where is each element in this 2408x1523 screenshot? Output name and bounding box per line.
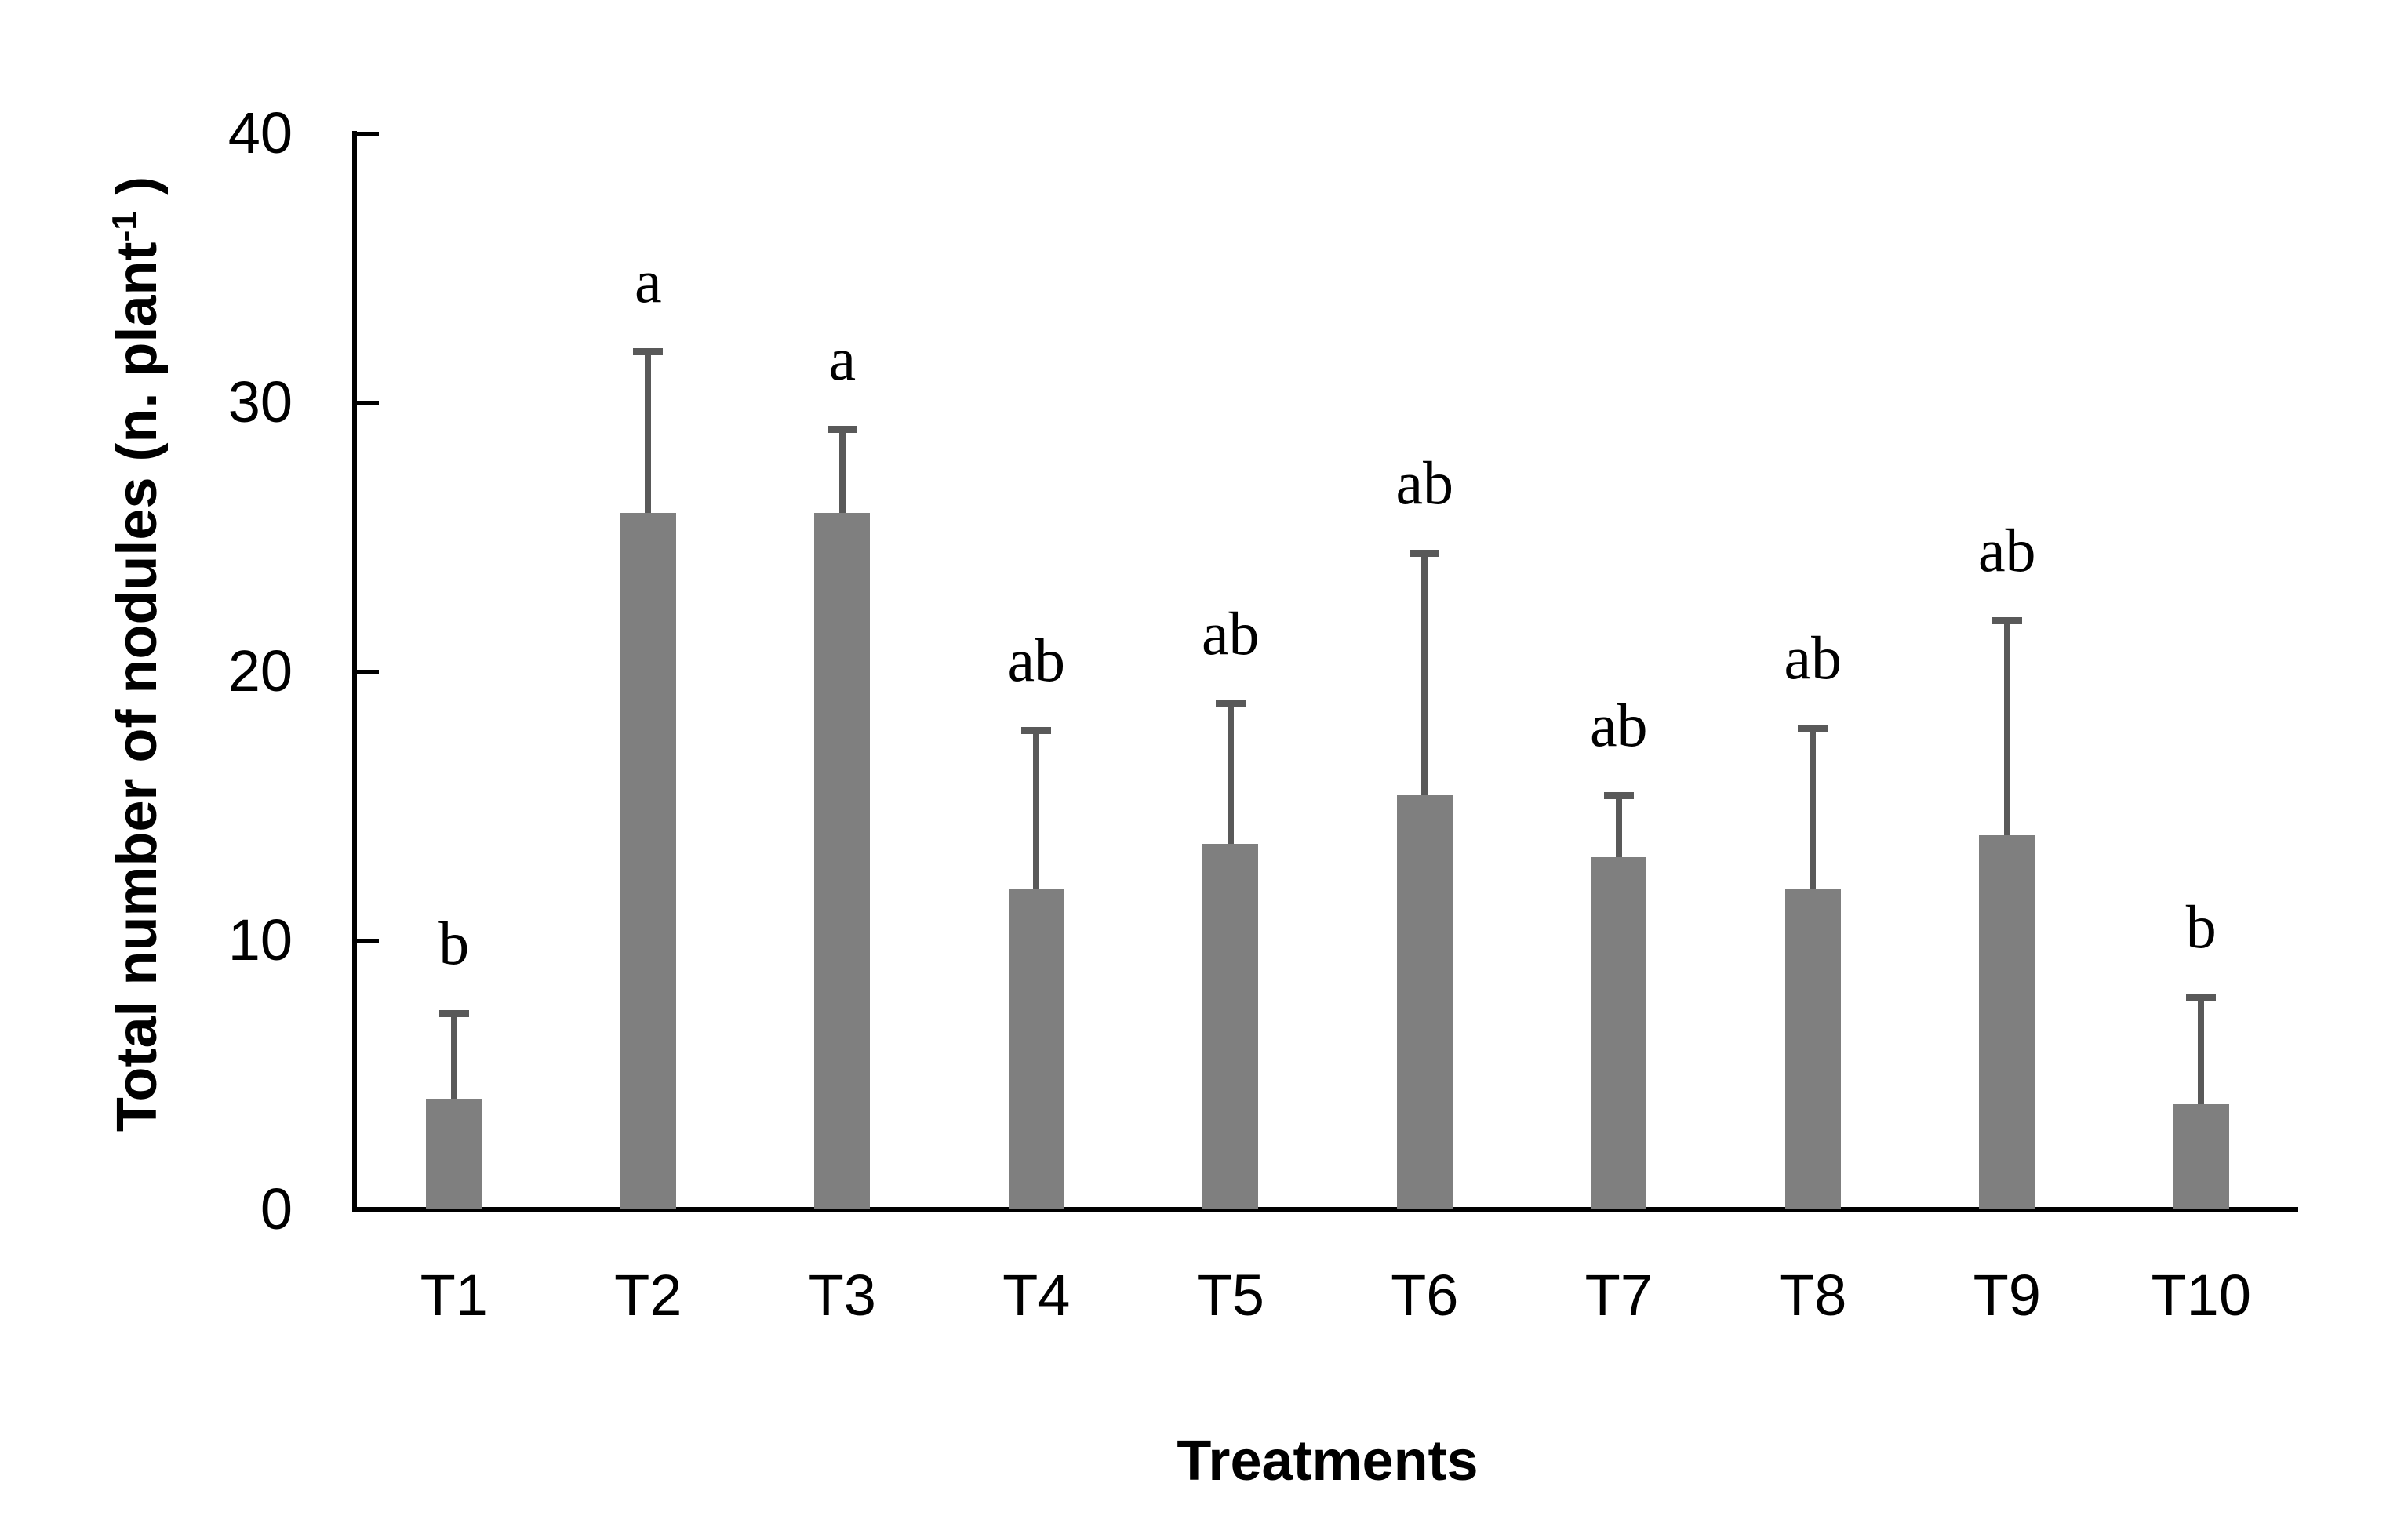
error-bar-stem-T6 (1421, 553, 1428, 795)
sig-letter-T4: ab (1007, 626, 1066, 695)
error-bar-cap-T10 (2186, 994, 2217, 1001)
sig-letter-T8: ab (1784, 623, 1842, 692)
error-bar-cap-T6 (1410, 550, 1440, 558)
sig-letter-T2: a (634, 246, 662, 315)
error-bar-stem-T7 (1615, 794, 1622, 857)
sig-letter-T7: ab (1589, 690, 1648, 759)
bar-T4 (1008, 889, 1064, 1209)
x-tick-label-T9: T9 (1973, 1263, 2041, 1328)
sig-letter-T10: b (2185, 892, 2217, 961)
sig-letter-T3: a (828, 325, 857, 394)
error-bar-stem-T2 (645, 351, 652, 513)
error-bar-stem-T5 (1227, 703, 1234, 844)
x-tick-label-T4: T4 (1002, 1263, 1071, 1328)
x-tick-label-T10: T10 (2151, 1263, 2251, 1328)
error-bar-stem-T3 (838, 429, 846, 513)
y-axis-title-close: ) (106, 176, 169, 211)
sig-letter-T1: b (438, 908, 470, 977)
error-bar-cap-T9 (1992, 616, 2022, 624)
error-bar-stem-T4 (1033, 730, 1040, 889)
y-tick-label-30: 30 (227, 369, 293, 434)
x-tick-label-T7: T7 (1584, 1263, 1653, 1328)
sig-letter-T6: ab (1395, 449, 1454, 518)
bar-T5 (1202, 843, 1259, 1209)
y-tick-label-10: 10 (227, 907, 293, 972)
y-tick-20 (357, 670, 379, 674)
error-bar-stem-T9 (2003, 620, 2010, 836)
error-bar-stem-T10 (2198, 997, 2205, 1105)
bar-T8 (1784, 889, 1841, 1209)
x-axis-line (352, 1207, 2298, 1212)
bar-T9 (1979, 835, 2035, 1209)
x-tick-label-T3: T3 (808, 1263, 876, 1328)
bar-T3 (814, 512, 871, 1209)
error-bar-stem-T1 (450, 1012, 457, 1100)
y-tick-30 (357, 401, 379, 405)
y-tick-label-40: 40 (227, 100, 293, 165)
x-tick-label-T6: T6 (1391, 1263, 1459, 1328)
x-tick-label-T5: T5 (1196, 1263, 1264, 1328)
error-bar-cap-T4 (1021, 727, 1052, 735)
x-tick-label-T8: T8 (1779, 1263, 1847, 1328)
error-bar-cap-T1 (438, 1009, 469, 1017)
error-bar-cap-T2 (633, 347, 664, 355)
y-tick-0 (357, 1208, 379, 1212)
y-tick-label-0: 0 (260, 1176, 293, 1241)
bar-T2 (620, 512, 676, 1209)
error-bar-stem-T8 (1810, 728, 1817, 889)
y-tick-label-20: 20 (227, 638, 293, 703)
bar-T1 (426, 1099, 482, 1209)
y-axis-title-superscript: -1 (106, 210, 144, 242)
bar-T10 (2173, 1104, 2229, 1209)
x-tick-label-T2: T2 (614, 1263, 682, 1328)
x-axis-title: Treatments (1177, 1430, 1479, 1492)
y-tick-10 (357, 939, 379, 943)
bar-T6 (1396, 794, 1453, 1209)
bar-T7 (1591, 856, 1647, 1209)
error-bar-cap-T3 (827, 426, 857, 434)
error-bar-cap-T5 (1215, 700, 1246, 708)
sig-letter-T5: ab (1201, 599, 1260, 668)
y-axis-line (352, 131, 357, 1212)
x-tick-label-T1: T1 (420, 1263, 488, 1328)
y-tick-40 (357, 132, 379, 136)
error-bar-cap-T8 (1798, 725, 1828, 732)
error-bar-cap-T7 (1603, 791, 1634, 799)
sig-letter-T9: ab (1977, 515, 2036, 584)
